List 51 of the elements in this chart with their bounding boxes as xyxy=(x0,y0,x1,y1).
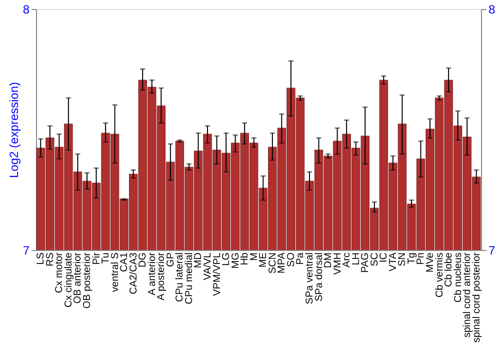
x-tick-label: SC xyxy=(369,252,380,266)
x-tick-label: VPM/VPL xyxy=(212,252,223,296)
x-tick-label: CA1 xyxy=(119,252,130,272)
x-tick-label: SCN xyxy=(267,252,278,274)
x-tick-label: DG xyxy=(138,252,149,268)
x-tick-label: CPu medial xyxy=(184,252,195,304)
x-tick-label: OB anterior xyxy=(72,252,84,304)
x-tick-label: spinal cord posterior xyxy=(471,252,482,343)
x-tick-label: M xyxy=(248,252,260,261)
x-tick-label: SO xyxy=(286,252,297,267)
x-tick-label: Cb lobe xyxy=(444,252,455,287)
x-tick-label: ME xyxy=(258,252,270,268)
x-tick-label: RS xyxy=(44,252,56,266)
x-tick-label: Cx motor xyxy=(54,252,66,294)
x-tick-label: VA/VL xyxy=(202,252,214,280)
x-tick-label: SPa ventral xyxy=(304,252,316,304)
x-tick-label: PAG xyxy=(360,252,372,273)
x-tick-label: LG xyxy=(221,252,232,266)
x-tick-label: ventral S xyxy=(110,252,121,292)
x-tick-label: Tg xyxy=(406,252,418,264)
x-tick-label: Hb xyxy=(240,252,251,266)
x-tick-label: DM xyxy=(323,252,334,268)
x-tick-label: CPu lateral xyxy=(174,252,186,302)
x-tick-label: VMH xyxy=(332,252,344,275)
x-tick-label: MVe xyxy=(425,252,436,273)
x-tick-label: LH xyxy=(350,252,362,266)
y2-tick-label: 8 xyxy=(488,2,496,16)
x-tick-label: Pa xyxy=(295,252,306,265)
x-tick-label: MG xyxy=(230,252,242,269)
y2-tick-label: 7 xyxy=(488,244,496,258)
x-tick-label: MPA xyxy=(276,252,288,274)
x-tick-label: CA2/CA3 xyxy=(128,252,140,294)
x-tick-label: Tu xyxy=(100,252,112,264)
x-tick-label: Pn xyxy=(416,252,427,265)
x-tick-label: MD xyxy=(193,252,204,268)
x-tick-label: VTA xyxy=(388,252,399,272)
x-tick-label: A posterior xyxy=(156,252,168,300)
x-tick-label: Cb vermis xyxy=(434,252,446,298)
x-tick-label: SN xyxy=(397,252,408,266)
x-tick-label: SPa dorsal xyxy=(314,252,325,302)
x-tick-label: Cb nucleus xyxy=(452,252,464,303)
x-tick-label: Pir xyxy=(91,252,102,265)
x-tick-label: GP xyxy=(165,252,176,267)
x-tick-label: A anterior xyxy=(146,252,158,296)
x-tick-label: Arc xyxy=(342,252,353,268)
x-tick-label: Cx cingulate xyxy=(63,252,74,308)
x-tick-label: OB posterior xyxy=(82,252,93,309)
x-tick-label: spinal cord anterior xyxy=(462,252,474,338)
x-tick-label: IC xyxy=(378,252,390,262)
y-axis-title: Log2 (expression) xyxy=(6,82,21,178)
x-tick-label: LS xyxy=(36,252,47,265)
